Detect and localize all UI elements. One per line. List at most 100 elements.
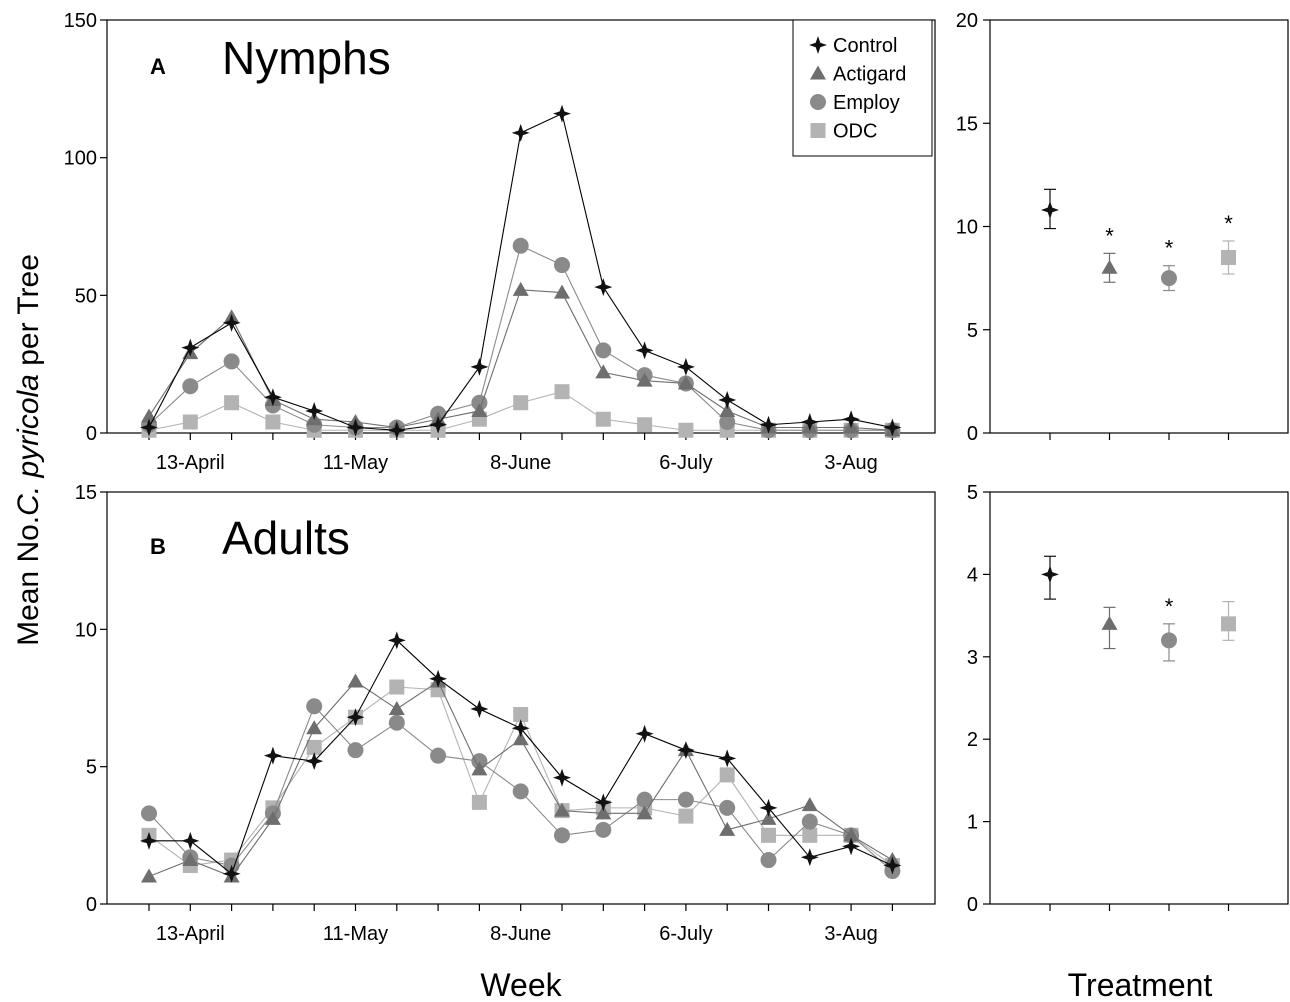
point-odc xyxy=(182,414,198,430)
point-employ xyxy=(347,742,364,759)
x-tick-label: 8-June xyxy=(490,923,551,945)
point-employ xyxy=(595,342,612,359)
x-tick-label: 3-Aug xyxy=(824,923,877,945)
y-tick-label: 150 xyxy=(64,10,97,32)
point-odc xyxy=(389,679,405,695)
point-actigard xyxy=(512,731,529,746)
y-tick-label: 10 xyxy=(75,619,97,641)
point-odc xyxy=(224,395,240,411)
panel-b-title: Adults xyxy=(222,512,350,564)
point-control xyxy=(470,699,489,718)
panel-b-letter: B xyxy=(150,534,166,559)
point-control xyxy=(140,418,158,437)
point-control xyxy=(511,719,530,738)
y-tick-label: 10 xyxy=(956,217,978,239)
y-tick-label: 0 xyxy=(967,894,978,916)
mean-point-actigard xyxy=(1101,615,1118,630)
point-control xyxy=(305,401,324,420)
y-tick-label: 50 xyxy=(75,285,97,307)
point-odc xyxy=(637,417,653,433)
mean-point-employ xyxy=(1161,632,1177,649)
point-control xyxy=(553,768,571,787)
point-employ xyxy=(141,805,157,822)
y-tick-label: 3 xyxy=(967,647,978,669)
point-actigard xyxy=(471,402,488,417)
point-employ xyxy=(223,353,240,370)
y-tick-label: 100 xyxy=(64,148,97,170)
point-control xyxy=(181,831,200,850)
legend-label-actigard: Actigard xyxy=(833,64,906,86)
point-employ xyxy=(388,714,405,731)
x-tick-label: 13-April xyxy=(156,452,225,474)
point-actigard xyxy=(141,868,157,883)
point-control xyxy=(594,278,613,297)
significance-mark: * xyxy=(1224,211,1233,236)
point-control xyxy=(759,415,778,434)
y-tick-label: 5 xyxy=(967,482,978,504)
point-control xyxy=(883,856,902,875)
point-employ xyxy=(471,753,488,770)
point-odc xyxy=(513,706,529,722)
point-control xyxy=(305,752,324,771)
point-odc xyxy=(678,808,694,824)
panel-b-treatment-means: 0 1 2 3 4 5 * xyxy=(967,482,1289,916)
series-line-control xyxy=(149,639,893,875)
mean-point-actigard xyxy=(1101,259,1118,274)
point-control xyxy=(263,746,282,765)
point-actigard xyxy=(182,852,199,867)
point-actigard xyxy=(388,700,405,715)
point-control xyxy=(222,313,241,332)
point-control xyxy=(800,848,819,867)
point-employ xyxy=(760,852,777,869)
legend-label-control: Control xyxy=(833,35,897,57)
point-control xyxy=(594,793,613,812)
point-employ xyxy=(677,791,694,808)
point-control xyxy=(263,388,282,407)
point-control xyxy=(181,338,200,357)
series-line-control xyxy=(148,112,893,431)
legend-marker-control xyxy=(809,36,827,54)
y-tick-label: 2 xyxy=(967,729,978,751)
point-employ xyxy=(554,827,570,844)
point-actigard xyxy=(347,673,364,688)
x-tick-label: 11-May xyxy=(323,452,388,474)
point-actigard xyxy=(636,805,653,820)
point-control xyxy=(883,418,902,437)
significance-mark: * xyxy=(1165,594,1174,619)
y-tick-label: 1 xyxy=(967,812,978,834)
point-employ xyxy=(554,257,570,274)
x-tick-label: 6-July xyxy=(659,923,712,945)
point-control xyxy=(842,410,861,429)
y-tick-label: 15 xyxy=(75,482,97,504)
point-employ xyxy=(801,813,818,830)
point-employ xyxy=(719,413,736,430)
x-tick-label: 3-Aug xyxy=(824,452,877,474)
x-axis-label-treatment: Treatment xyxy=(1068,967,1213,1002)
point-employ xyxy=(430,747,447,764)
point-control xyxy=(346,418,365,437)
y-axis-label-species: C. pyricola xyxy=(12,374,45,516)
point-actigard xyxy=(554,802,570,817)
point-actigard xyxy=(595,805,612,820)
point-actigard xyxy=(264,810,281,825)
point-control xyxy=(718,390,737,409)
panel-a-treatment-means: 0 5 10 15 20 * * * xyxy=(956,10,1289,445)
point-control xyxy=(553,104,571,123)
point-odc xyxy=(595,411,611,427)
point-control xyxy=(718,749,737,768)
point-control xyxy=(387,631,406,650)
y-tick-label: 20 xyxy=(956,10,978,32)
legend-marker-odc xyxy=(810,123,826,138)
y-tick-label: 0 xyxy=(86,894,97,916)
mean-point-control xyxy=(1041,565,1059,584)
point-employ xyxy=(595,821,612,838)
point-control xyxy=(511,123,530,142)
panel-a-title: Nymphs xyxy=(222,32,391,84)
legend-marker-employ xyxy=(810,94,826,110)
point-actigard xyxy=(512,281,529,296)
point-control xyxy=(429,415,448,434)
point-odc xyxy=(265,414,281,430)
point-actigard xyxy=(719,821,736,836)
point-employ xyxy=(719,799,736,816)
